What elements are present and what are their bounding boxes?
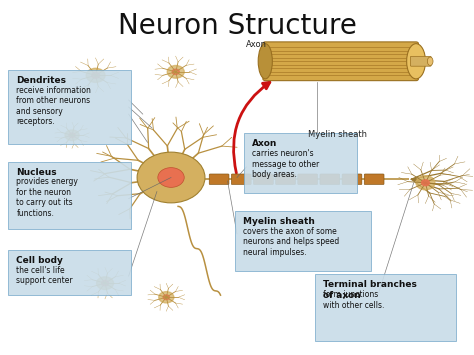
- Circle shape: [65, 130, 79, 141]
- Text: provides energy
for the neuron
to carry out its
functions.: provides energy for the neuron to carry …: [17, 178, 78, 218]
- Text: receive information
from other neurons
and sensory
receptors.: receive information from other neurons a…: [17, 86, 91, 126]
- Text: Myelin sheath: Myelin sheath: [308, 130, 367, 139]
- Text: Neuron Structure: Neuron Structure: [118, 12, 356, 40]
- FancyBboxPatch shape: [320, 174, 340, 185]
- FancyBboxPatch shape: [315, 274, 456, 341]
- FancyBboxPatch shape: [244, 133, 357, 193]
- FancyBboxPatch shape: [263, 42, 419, 81]
- Circle shape: [91, 72, 100, 78]
- Text: Cell body: Cell body: [17, 256, 64, 265]
- FancyBboxPatch shape: [9, 250, 131, 295]
- Circle shape: [97, 277, 114, 290]
- FancyBboxPatch shape: [9, 162, 131, 229]
- Circle shape: [167, 65, 184, 78]
- Circle shape: [69, 133, 75, 137]
- Circle shape: [158, 168, 184, 187]
- Circle shape: [421, 180, 429, 186]
- Text: Terminal branches
of axon: Terminal branches of axon: [323, 280, 417, 300]
- FancyBboxPatch shape: [209, 174, 229, 185]
- Text: Axon: Axon: [246, 40, 267, 49]
- Ellipse shape: [258, 44, 273, 79]
- Text: Dendrites: Dendrites: [17, 76, 66, 85]
- FancyBboxPatch shape: [254, 174, 273, 185]
- Text: Myelin sheath: Myelin sheath: [243, 217, 315, 226]
- Text: carries neuron's
message to other
body areas.: carries neuron's message to other body a…: [252, 149, 319, 179]
- FancyBboxPatch shape: [342, 174, 362, 185]
- Text: covers the axon of some
neurons and helps speed
neural impulses.: covers the axon of some neurons and help…: [243, 227, 339, 257]
- FancyBboxPatch shape: [276, 174, 295, 185]
- Text: Nucleus: Nucleus: [17, 168, 57, 177]
- FancyBboxPatch shape: [9, 70, 131, 144]
- Circle shape: [159, 291, 174, 303]
- Text: the cell's life
support center: the cell's life support center: [17, 266, 73, 285]
- FancyBboxPatch shape: [410, 56, 431, 66]
- Circle shape: [163, 295, 170, 300]
- FancyBboxPatch shape: [364, 174, 384, 185]
- Text: Axon: Axon: [252, 140, 277, 148]
- Ellipse shape: [407, 44, 426, 79]
- FancyBboxPatch shape: [298, 174, 318, 185]
- Circle shape: [86, 68, 105, 82]
- Circle shape: [137, 152, 205, 203]
- Circle shape: [101, 280, 109, 286]
- Circle shape: [172, 69, 179, 75]
- Circle shape: [416, 176, 435, 190]
- FancyBboxPatch shape: [231, 174, 251, 185]
- Ellipse shape: [428, 57, 433, 65]
- FancyBboxPatch shape: [235, 211, 371, 271]
- Text: form junctions
with other cells.: form junctions with other cells.: [323, 290, 384, 310]
